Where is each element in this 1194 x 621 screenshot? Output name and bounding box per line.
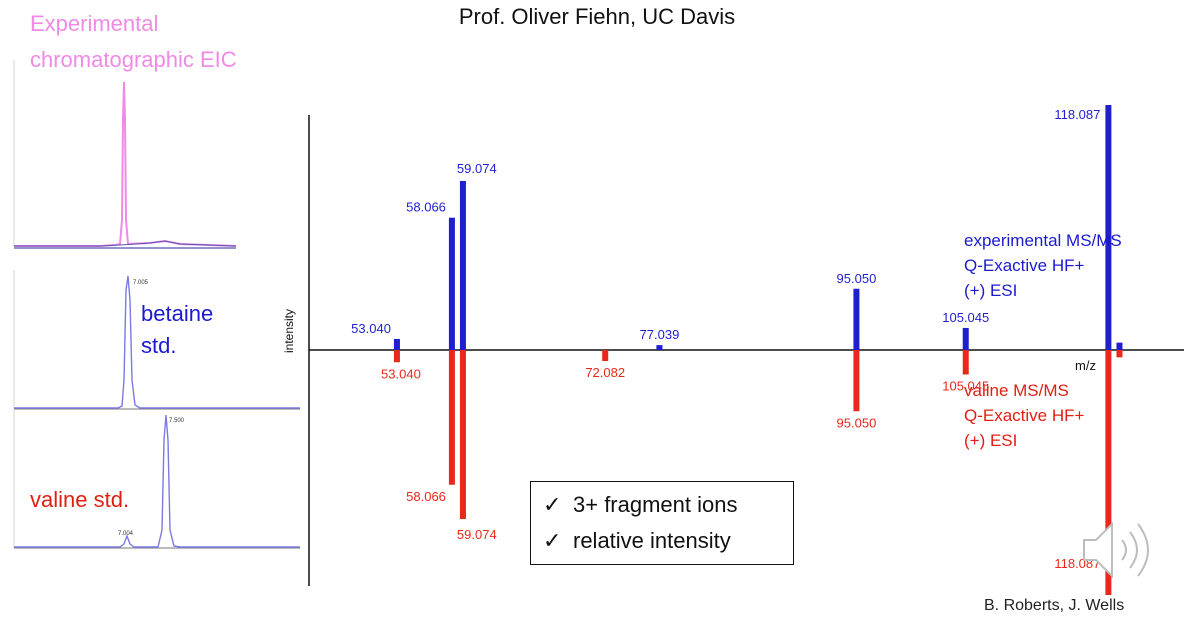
- legend-exp-line2: Q-Exactive HF+: [964, 256, 1085, 275]
- legend-experimental: experimental MS/MS Q-Exactive HF+ (+) ES…: [964, 228, 1122, 303]
- eic-title-line1: Experimental: [30, 11, 159, 36]
- eic-title-line2: chromatographic EIC: [30, 47, 237, 72]
- credit-text: B. Roberts, J. Wells: [984, 597, 1125, 614]
- criteria-item-intensity: ✓ relative intensity: [531, 523, 793, 559]
- betaine-label-line2: std.: [141, 333, 177, 358]
- experimental-peak-bar: [853, 288, 860, 350]
- legend-val-line1: valine MS/MS: [964, 381, 1069, 400]
- y-axis-label: intensity: [282, 308, 296, 353]
- experimental-peak-bar: [962, 327, 969, 350]
- betaine-label-line1: betaine: [141, 301, 214, 326]
- eic-title: Experimental chromatographic EIC: [30, 6, 237, 78]
- experimental-peak-bar: [1116, 342, 1123, 350]
- legend-exp-line1: experimental MS/MS: [964, 231, 1122, 250]
- experimental-peak-label: 59.074: [457, 161, 497, 176]
- experimental-peak-bar: [656, 345, 663, 350]
- experimental-peak-label: 95.050: [837, 271, 877, 286]
- experimental-peak-label: 105.045: [942, 310, 989, 325]
- eic-panels: 7.005 7.500 7.004: [13, 60, 300, 549]
- valine-peak-label: 58.066: [406, 489, 446, 504]
- valine-peak-bar: [853, 350, 860, 412]
- criteria-text: 3+ fragment ions: [573, 492, 738, 517]
- experimental-peak-bar: [459, 180, 466, 350]
- betaine-std-label: betaine std.: [141, 298, 213, 362]
- valine-peak-bar: [602, 350, 609, 362]
- betaine-peak-label: 7.005: [133, 280, 149, 286]
- valine-std-label: valine std.: [30, 487, 130, 512]
- valine-peak-label: 59.074: [457, 527, 497, 542]
- valine-peak-label: 95.050: [837, 415, 877, 430]
- criteria-text: relative intensity: [573, 528, 731, 553]
- betaine-std-trace: [13, 270, 300, 410]
- valine-peak-label: 105.045: [942, 379, 989, 394]
- criteria-box: ✓ 3+ fragment ions ✓ relative intensity: [530, 481, 794, 565]
- valine-peak-label: 7.500: [169, 418, 185, 424]
- legend-val-line3: (+) ESI: [964, 431, 1018, 450]
- valine-peak-bar: [459, 350, 466, 520]
- valine-peak-bar: [962, 350, 969, 375]
- valine-peak-bar: [1116, 350, 1123, 358]
- checkmark-icon: ✓: [543, 528, 562, 553]
- valine-peak-bar: [448, 350, 455, 485]
- criteria-item-fragments: ✓ 3+ fragment ions: [531, 487, 793, 523]
- valine-minor-peak-label: 7.004: [118, 531, 134, 537]
- x-axis-label: m/z: [1075, 358, 1096, 373]
- valine-peak-bar: [1105, 350, 1112, 595]
- legend-val-line2: Q-Exactive HF+: [964, 406, 1085, 425]
- valine-peak-label: 53.040: [381, 366, 421, 381]
- speaker-icon[interactable]: [1078, 518, 1174, 582]
- valine-std-trace: [13, 410, 300, 549]
- experimental-peak-label: 77.039: [640, 327, 680, 342]
- legend-valine: valine MS/MS Q-Exactive HF+ (+) ESI: [964, 378, 1084, 453]
- experimental-peak-label: 53.040: [351, 321, 391, 336]
- checkmark-icon: ✓: [543, 492, 562, 517]
- valine-peak-bar: [393, 350, 400, 363]
- legend-exp-line3: (+) ESI: [964, 281, 1018, 300]
- experimental-peak-bar: [1105, 105, 1112, 350]
- experimental-peak-bar: [393, 338, 400, 350]
- slide-title: Prof. Oliver Fiehn, UC Davis: [458, 4, 736, 29]
- experimental-peak-label: 58.066: [406, 200, 446, 215]
- valine-peak-label: 72.082: [585, 365, 625, 380]
- experimental-eic-trace: [13, 60, 237, 249]
- experimental-peak-label: 118.087: [1054, 107, 1100, 122]
- experimental-peak-bar: [448, 217, 455, 350]
